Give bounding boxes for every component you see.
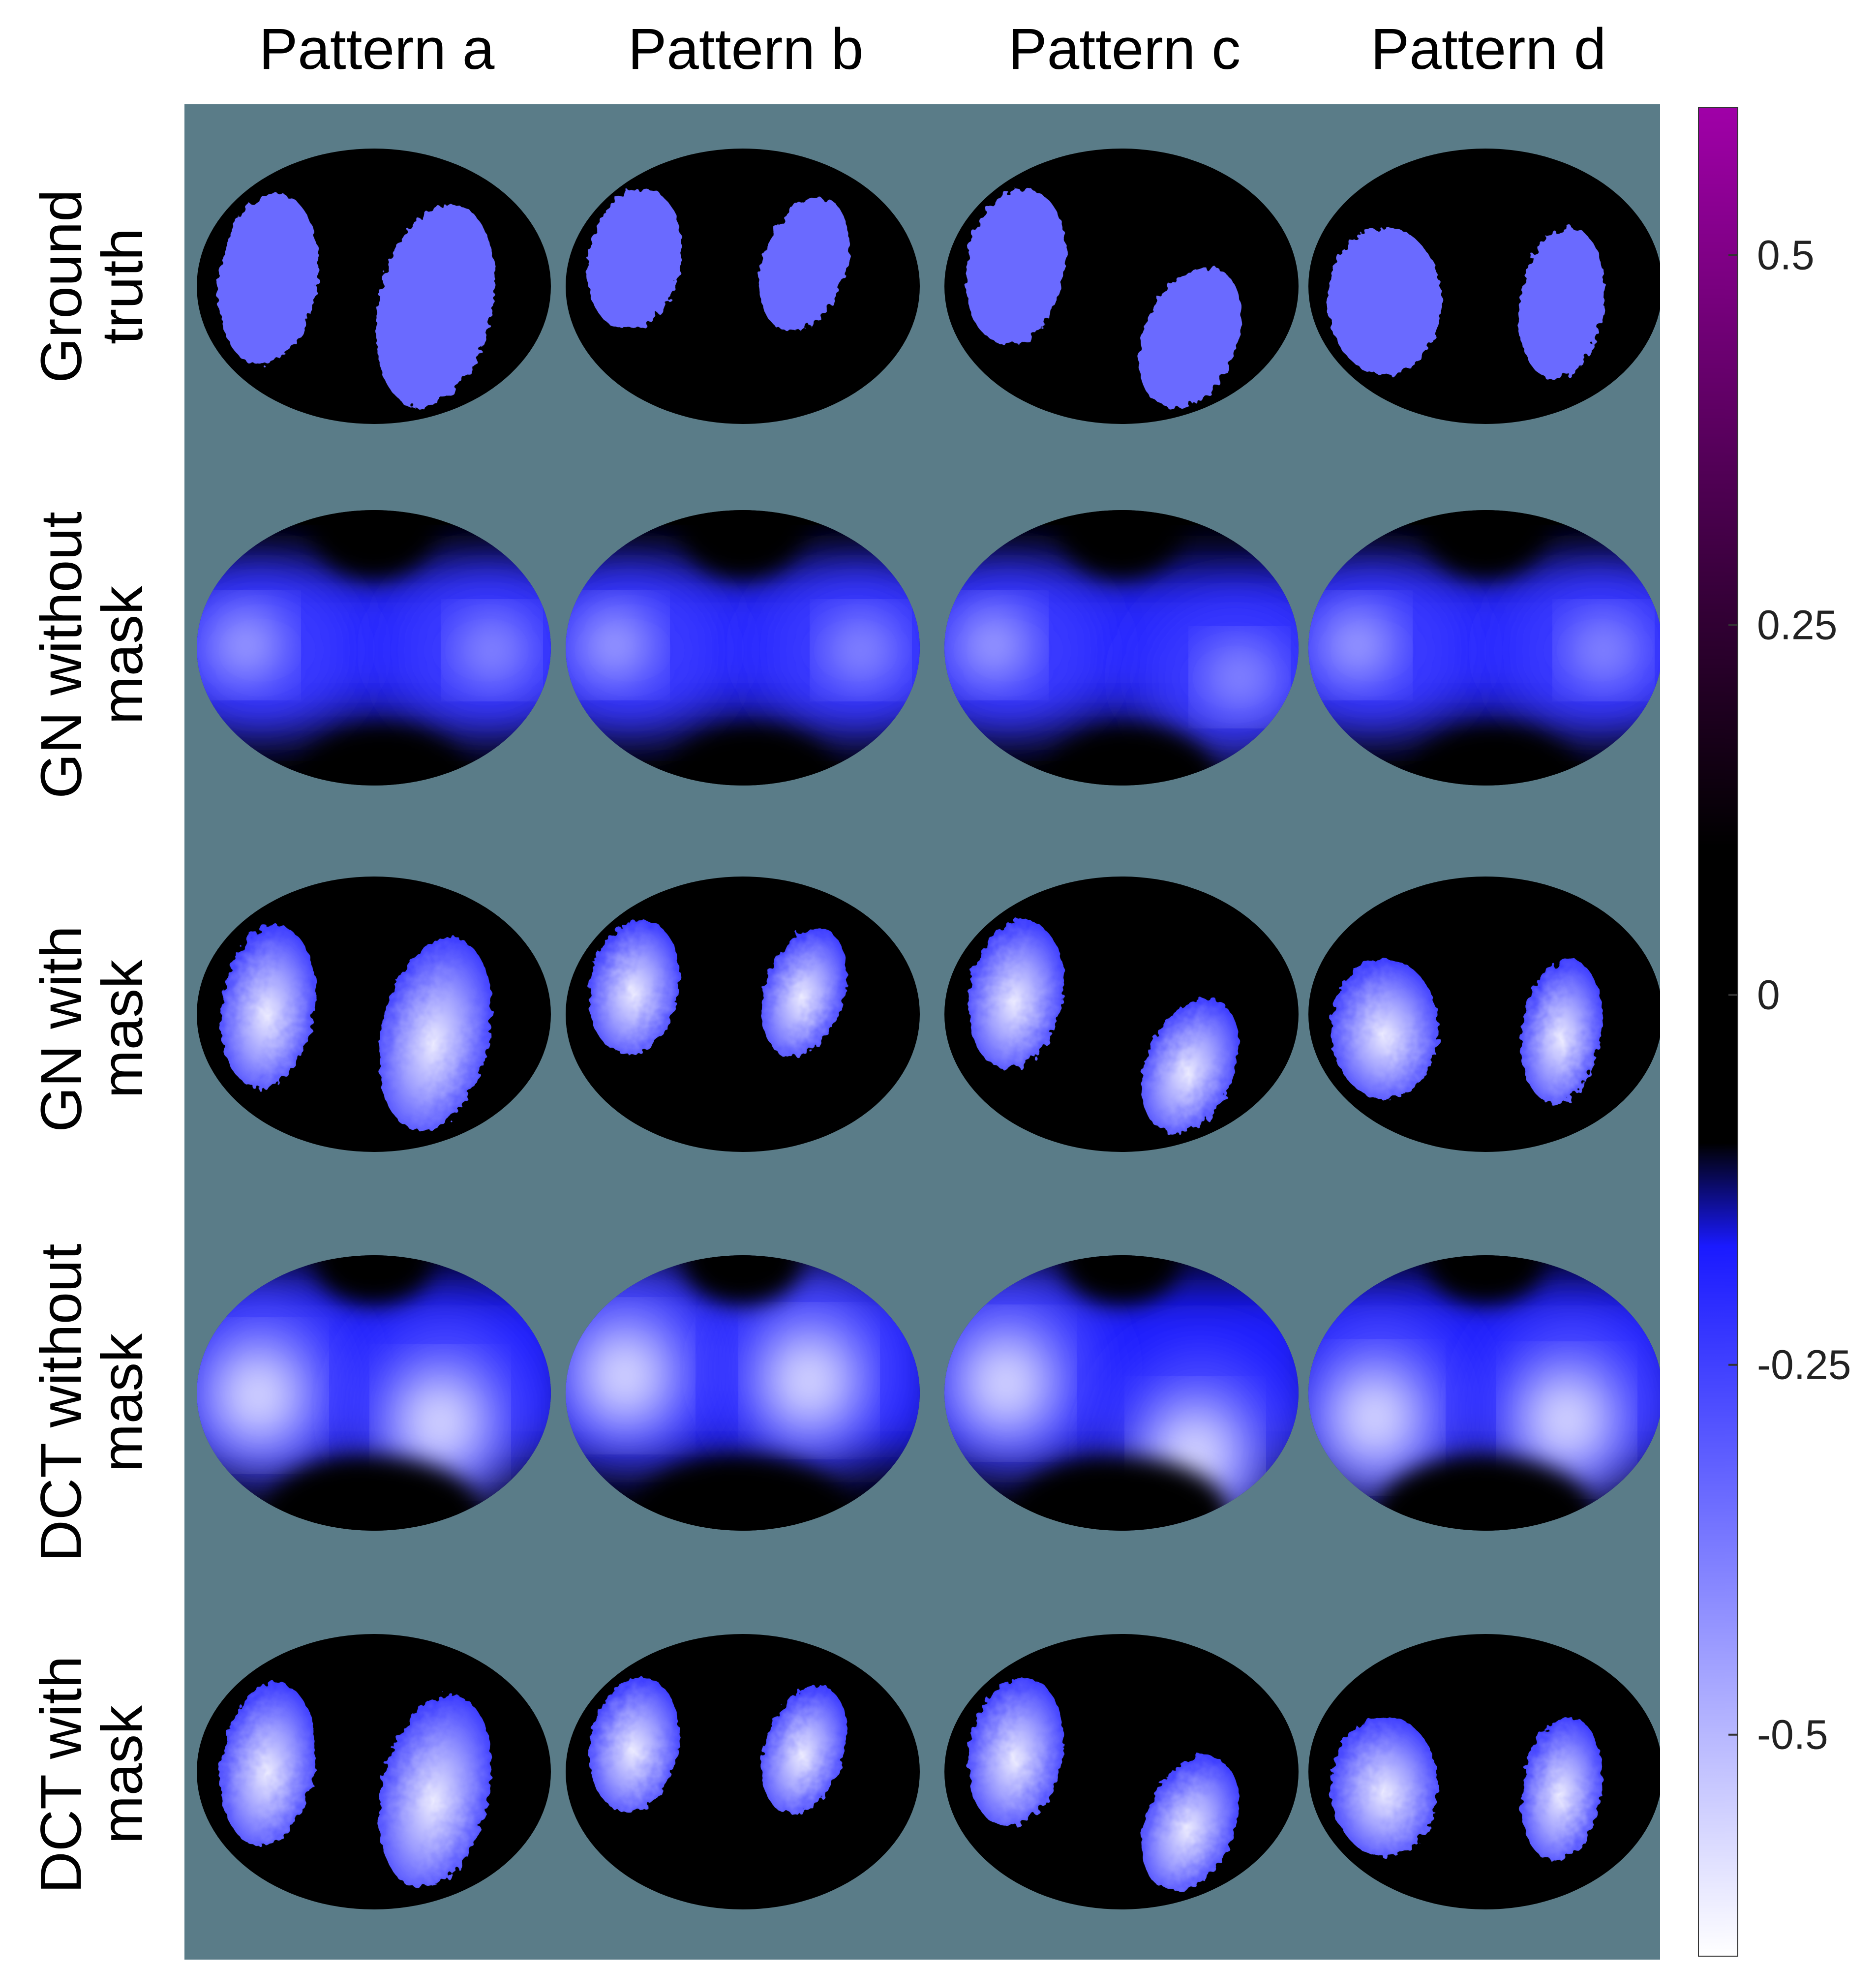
- recon-ground-truth-pattern-a: [197, 149, 551, 424]
- recon-gn-without-mask-pattern-c: [944, 510, 1299, 786]
- column-label-pattern-b: Pattern b: [628, 17, 864, 82]
- recon-gn-with-mask-pattern-a: [197, 877, 551, 1152]
- recon-gn-without-mask-pattern-a: [197, 510, 551, 786]
- recon-dct-without-mask-pattern-c: [944, 1255, 1299, 1531]
- recon-dct-without-mask-pattern-d: [1308, 1255, 1660, 1531]
- image-panel: [184, 104, 1660, 1960]
- recon-dct-with-mask-pattern-c: [944, 1634, 1299, 1909]
- colorbar-tick-label: 0: [1757, 971, 1780, 1018]
- column-label-pattern-d: Pattern d: [1370, 17, 1606, 82]
- row-label-dct-with-mask: DCT with mask: [29, 1656, 155, 1894]
- recon-dct-without-mask-pattern-a: [197, 1255, 551, 1531]
- row-label-ground-truth: Ground truth: [29, 189, 155, 383]
- recon-ground-truth-pattern-b: [566, 149, 920, 424]
- colorbar-tick-label: 0.25: [1757, 602, 1838, 648]
- colorbar-tick-label: -0.25: [1757, 1341, 1851, 1388]
- recon-ground-truth-pattern-d: [1308, 149, 1660, 424]
- colorbar: [1698, 107, 1738, 1957]
- colorbar-tick-label: -0.5: [1757, 1711, 1828, 1758]
- recon-gn-with-mask-pattern-d: [1308, 877, 1660, 1152]
- recon-dct-with-mask-pattern-a: [197, 1634, 551, 1909]
- recon-dct-with-mask-pattern-d: [1308, 1634, 1660, 1909]
- row-label-gn-without-mask: GN without mask: [29, 512, 155, 799]
- recon-gn-without-mask-pattern-d: [1308, 510, 1660, 786]
- recon-gn-without-mask-pattern-b: [566, 510, 920, 786]
- recon-dct-without-mask-pattern-b: [566, 1255, 920, 1531]
- column-label-pattern-a: Pattern a: [259, 17, 495, 82]
- row-label-dct-without-mask: DCT without mask: [29, 1243, 155, 1562]
- recon-dct-with-mask-pattern-b: [566, 1634, 920, 1909]
- recon-gn-with-mask-pattern-c: [944, 877, 1299, 1152]
- colorbar-tick-label: 0.5: [1757, 232, 1815, 278]
- recon-gn-with-mask-pattern-b: [566, 877, 920, 1152]
- row-label-gn-with-mask: GN with mask: [29, 926, 155, 1132]
- column-label-pattern-c: Pattern c: [1008, 17, 1241, 82]
- recon-ground-truth-pattern-c: [944, 149, 1299, 424]
